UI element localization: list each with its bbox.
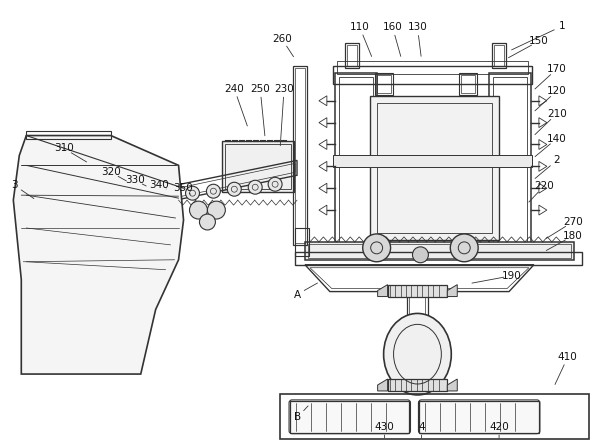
Bar bbox=[493, 77, 527, 243]
Text: A: A bbox=[293, 290, 301, 299]
Bar bbox=[419, 401, 539, 433]
Bar bbox=[333, 66, 532, 84]
Text: 220: 220 bbox=[534, 181, 554, 191]
Bar bbox=[223, 140, 294, 192]
Text: 230: 230 bbox=[274, 84, 294, 94]
Text: 430: 430 bbox=[375, 422, 394, 432]
Text: 130: 130 bbox=[407, 22, 427, 32]
Text: 340: 340 bbox=[149, 180, 169, 190]
Bar bbox=[494, 45, 504, 66]
Bar bbox=[370, 96, 499, 240]
Polygon shape bbox=[13, 135, 184, 374]
Polygon shape bbox=[448, 379, 457, 391]
Bar bbox=[345, 43, 359, 68]
Bar bbox=[377, 103, 492, 233]
Text: 170: 170 bbox=[547, 64, 566, 74]
Circle shape bbox=[227, 182, 241, 196]
Bar bbox=[339, 77, 373, 243]
Bar bbox=[347, 45, 357, 66]
Bar bbox=[489, 73, 531, 247]
Ellipse shape bbox=[383, 313, 451, 395]
Bar bbox=[388, 285, 448, 296]
Bar bbox=[377, 75, 391, 93]
Circle shape bbox=[363, 234, 391, 262]
Text: 210: 210 bbox=[547, 109, 566, 119]
Circle shape bbox=[268, 177, 282, 191]
Bar bbox=[308, 244, 571, 258]
Bar bbox=[335, 73, 377, 247]
Bar bbox=[407, 291, 428, 381]
Circle shape bbox=[206, 184, 220, 198]
Bar bbox=[333, 156, 532, 167]
Text: 310: 310 bbox=[54, 143, 74, 153]
Text: 120: 120 bbox=[547, 86, 566, 96]
Text: 270: 270 bbox=[563, 217, 583, 227]
Bar bbox=[305, 242, 574, 260]
Text: 2: 2 bbox=[553, 156, 560, 165]
Circle shape bbox=[451, 234, 478, 262]
Bar bbox=[492, 43, 506, 68]
Bar bbox=[290, 401, 409, 433]
Text: 110: 110 bbox=[350, 22, 370, 32]
Bar bbox=[409, 294, 425, 379]
Text: 140: 140 bbox=[547, 134, 566, 143]
Polygon shape bbox=[377, 285, 388, 296]
Text: 250: 250 bbox=[250, 84, 270, 94]
Text: 180: 180 bbox=[563, 231, 583, 241]
Bar bbox=[26, 131, 111, 139]
Circle shape bbox=[185, 186, 199, 200]
Text: 260: 260 bbox=[272, 34, 292, 44]
Text: 330: 330 bbox=[125, 175, 145, 185]
Bar bbox=[295, 252, 581, 265]
Circle shape bbox=[208, 201, 226, 219]
Circle shape bbox=[248, 180, 262, 194]
Bar bbox=[295, 68, 305, 243]
Bar bbox=[293, 66, 307, 245]
Text: 240: 240 bbox=[224, 84, 244, 94]
Text: 190: 190 bbox=[502, 271, 522, 281]
Circle shape bbox=[199, 214, 215, 230]
Bar bbox=[461, 75, 475, 93]
Bar bbox=[374, 73, 392, 95]
Bar bbox=[337, 61, 528, 74]
Bar bbox=[226, 143, 291, 189]
Bar bbox=[280, 394, 589, 439]
Text: 320: 320 bbox=[101, 167, 121, 177]
Text: 4: 4 bbox=[418, 422, 425, 432]
Text: 410: 410 bbox=[558, 352, 578, 362]
Circle shape bbox=[190, 201, 208, 219]
Text: 420: 420 bbox=[489, 422, 509, 432]
Text: 350: 350 bbox=[173, 183, 193, 193]
Bar bbox=[295, 228, 309, 256]
Polygon shape bbox=[448, 285, 457, 296]
Text: 160: 160 bbox=[383, 22, 403, 32]
Text: 150: 150 bbox=[529, 36, 549, 46]
Bar bbox=[388, 379, 448, 391]
Text: 3: 3 bbox=[11, 180, 17, 190]
Text: 1: 1 bbox=[559, 21, 565, 31]
Polygon shape bbox=[377, 379, 388, 391]
Text: B: B bbox=[295, 412, 302, 422]
Circle shape bbox=[412, 247, 428, 263]
Bar bbox=[459, 73, 477, 95]
